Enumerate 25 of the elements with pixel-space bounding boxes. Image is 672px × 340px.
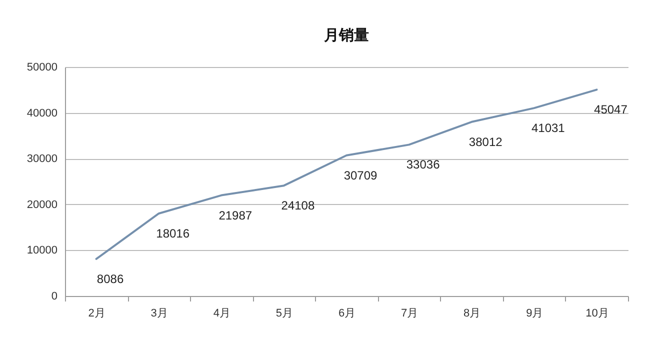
x-tick-label: 5月 xyxy=(276,308,294,320)
chart-title: 月销量 xyxy=(323,27,369,44)
data-label: 21987 xyxy=(218,208,252,222)
y-tick-label: 50000 xyxy=(26,62,58,74)
y-tick-label: 10000 xyxy=(26,244,58,257)
x-tick-label: 2月 xyxy=(88,308,106,320)
data-label: 8086 xyxy=(96,272,124,286)
data-label: 30709 xyxy=(344,168,378,182)
x-tick-label: 4月 xyxy=(213,308,230,320)
y-tick-label: 30000 xyxy=(26,153,58,166)
data-label: 38012 xyxy=(468,134,503,149)
data-label: 45047 xyxy=(594,102,628,117)
x-tick-label: 3月 xyxy=(150,308,168,320)
data-label: 24108 xyxy=(281,198,315,213)
x-tick-label: 9月 xyxy=(526,308,544,320)
x-tick-label: 6月 xyxy=(338,308,356,320)
x-tick-label: 7月 xyxy=(400,308,418,320)
data-label: 18016 xyxy=(156,226,190,240)
data-label: 33036 xyxy=(406,158,440,172)
y-tick-label: 40000 xyxy=(26,107,58,120)
x-tick-label: 10月 xyxy=(586,308,609,320)
y-tick-label: 0 xyxy=(51,290,58,302)
y-tick-label: 20000 xyxy=(26,198,58,211)
data-label: 41031 xyxy=(531,121,566,136)
x-tick-label: 8月 xyxy=(464,308,481,320)
